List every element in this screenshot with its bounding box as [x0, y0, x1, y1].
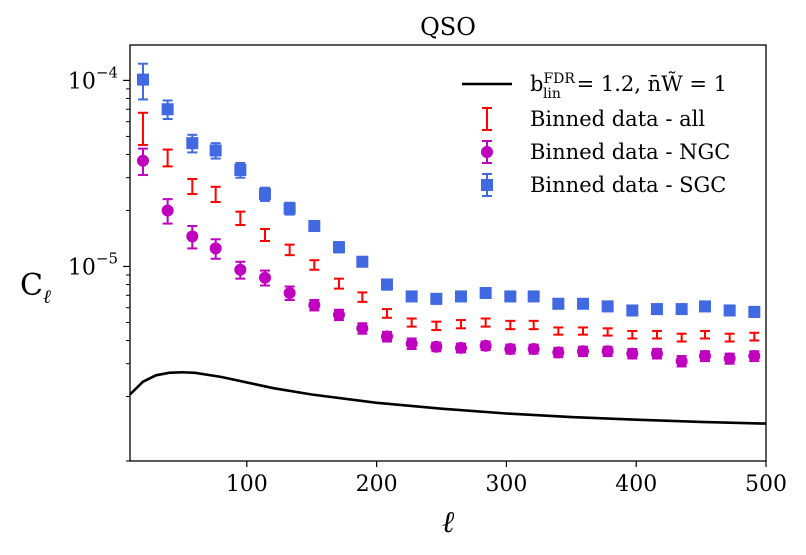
- data-point-ngc: [430, 340, 443, 353]
- data-point-ngc: [527, 342, 540, 355]
- data-point-sgc: [283, 202, 296, 215]
- data-point-sgc: [209, 144, 222, 157]
- data-point-sgc: [430, 292, 443, 305]
- data-point-ngc: [332, 308, 345, 321]
- series-circle: [136, 147, 761, 368]
- y-tick-label: 10−4: [68, 63, 118, 94]
- data-point-ngc: [698, 350, 711, 363]
- y-axis-label-base: C: [20, 268, 43, 303]
- data-point-sgc: [504, 290, 517, 303]
- x-tick-label: 100: [226, 472, 268, 497]
- series-errorbar: [137, 111, 760, 343]
- data-point-ngc: [552, 346, 565, 359]
- x-tick-label: 200: [356, 472, 398, 497]
- data-point-ngc: [161, 204, 174, 217]
- data-point-sgc: [136, 73, 149, 86]
- data-point-sgc: [698, 300, 711, 313]
- data-point-ngc: [454, 341, 467, 354]
- data-point-sgc: [454, 290, 467, 303]
- x-tick-label: 500: [745, 472, 787, 497]
- data-point-sgc: [308, 219, 321, 232]
- data-point-sgc: [748, 305, 761, 318]
- data-point-ngc: [748, 350, 761, 363]
- plot-area: [130, 62, 766, 425]
- data-point-ngc: [723, 352, 736, 365]
- chart-title: QSO: [420, 13, 476, 41]
- x-axis-label: ℓ: [442, 505, 455, 540]
- data-point-ngc: [650, 347, 663, 360]
- data-point-sgc: [675, 303, 688, 316]
- data-point-sgc: [626, 304, 639, 317]
- data-point-ngc: [601, 345, 614, 358]
- data-point-ngc: [283, 286, 296, 299]
- legend-label: Binned data - SGC: [530, 173, 726, 197]
- data-point-ngc: [675, 355, 688, 368]
- x-tick-label: 400: [615, 472, 657, 497]
- theory-curve: [130, 370, 766, 425]
- data-point-sgc: [552, 297, 565, 310]
- axes: 100 200 300 400 500 10−5 10−4: [68, 44, 787, 497]
- legend-label: Binned data - all: [530, 107, 705, 131]
- data-point-ngc: [479, 339, 492, 352]
- data-point-sgc: [650, 303, 663, 316]
- data-point-sgc: [527, 290, 540, 303]
- data-point-sgc: [479, 286, 492, 299]
- data-point-sgc: [161, 103, 174, 116]
- data-point-sgc: [332, 241, 345, 254]
- data-point-ngc: [136, 154, 149, 167]
- legend-theory-label: bFDR lin = 1.2, n̄W̃ = 1: [530, 71, 727, 102]
- data-point-sgc: [186, 137, 199, 150]
- data-point-ngc: [405, 337, 418, 350]
- data-point-sgc: [576, 297, 589, 310]
- plot-frame: [129, 44, 767, 462]
- data-point-ngc: [234, 263, 247, 276]
- data-point-sgc: [380, 278, 393, 291]
- data-point-sgc: [723, 304, 736, 317]
- data-point-ngc: [576, 345, 589, 358]
- legend-marker-circle: [481, 146, 493, 158]
- data-point-sgc: [258, 188, 271, 201]
- data-point-sgc: [356, 255, 369, 268]
- data-point-ngc: [626, 347, 639, 360]
- data-point-ngc: [209, 242, 222, 255]
- data-point-ngc: [504, 342, 517, 355]
- legend-label: Binned data - NGC: [530, 140, 730, 164]
- plot-clipped-group: [130, 62, 766, 425]
- data-point-ngc: [356, 322, 369, 335]
- legend: bFDR lin = 1.2, n̄W̃ = 1 Binned data - all…: [462, 71, 730, 197]
- data-point-ngc: [380, 330, 393, 343]
- data-point-sgc: [405, 290, 418, 303]
- series-square: [136, 62, 761, 318]
- data-point-ngc: [308, 299, 321, 312]
- legend-marker-square: [481, 179, 493, 191]
- data-point-sgc: [234, 163, 247, 176]
- x-tick-label: 300: [485, 472, 527, 497]
- data-point-ngc: [258, 271, 271, 284]
- y-tick-label: 10−5: [68, 249, 118, 280]
- data-point-sgc: [601, 300, 614, 313]
- y-axis-label-subscript: ℓ: [43, 286, 51, 308]
- data-point-ngc: [186, 230, 199, 243]
- y-axis-label: Cℓ: [20, 268, 51, 308]
